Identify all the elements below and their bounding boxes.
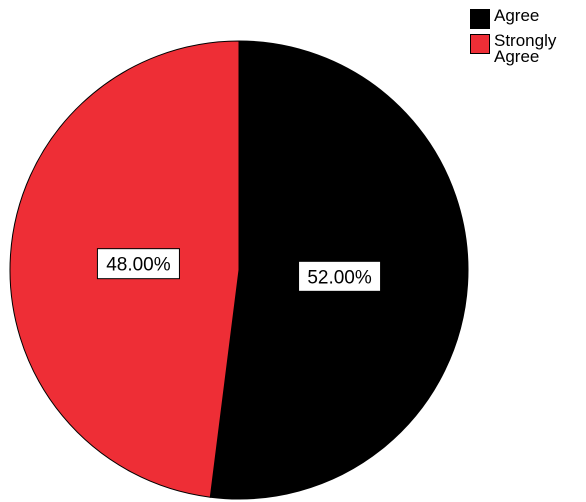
slice-label-box-strongly-agree <box>96 248 180 280</box>
legend: Agree Strongly Agree <box>470 6 586 69</box>
legend-label-strongly-agree: Strongly Agree <box>494 31 557 66</box>
slice-label-text-agree: 52.00% <box>307 267 372 288</box>
slice-label-strongly-agree: 48.00% <box>96 248 180 280</box>
legend-swatch-agree <box>470 9 490 29</box>
slice-label-text-strongly-agree: 48.00% <box>106 255 171 276</box>
legend-label-agree: Agree <box>494 6 540 25</box>
slice-label-agree: 52.00% <box>298 260 382 292</box>
pie-slices <box>9 40 469 500</box>
pie-slice-labels: 52.00% 48.00% <box>96 248 382 292</box>
legend-item-agree: Agree <box>470 6 586 29</box>
slice-label-box-agree <box>298 260 382 292</box>
legend-swatch-strongly-agree <box>470 34 490 54</box>
legend-item-strongly-agree: Strongly Agree <box>470 31 586 66</box>
